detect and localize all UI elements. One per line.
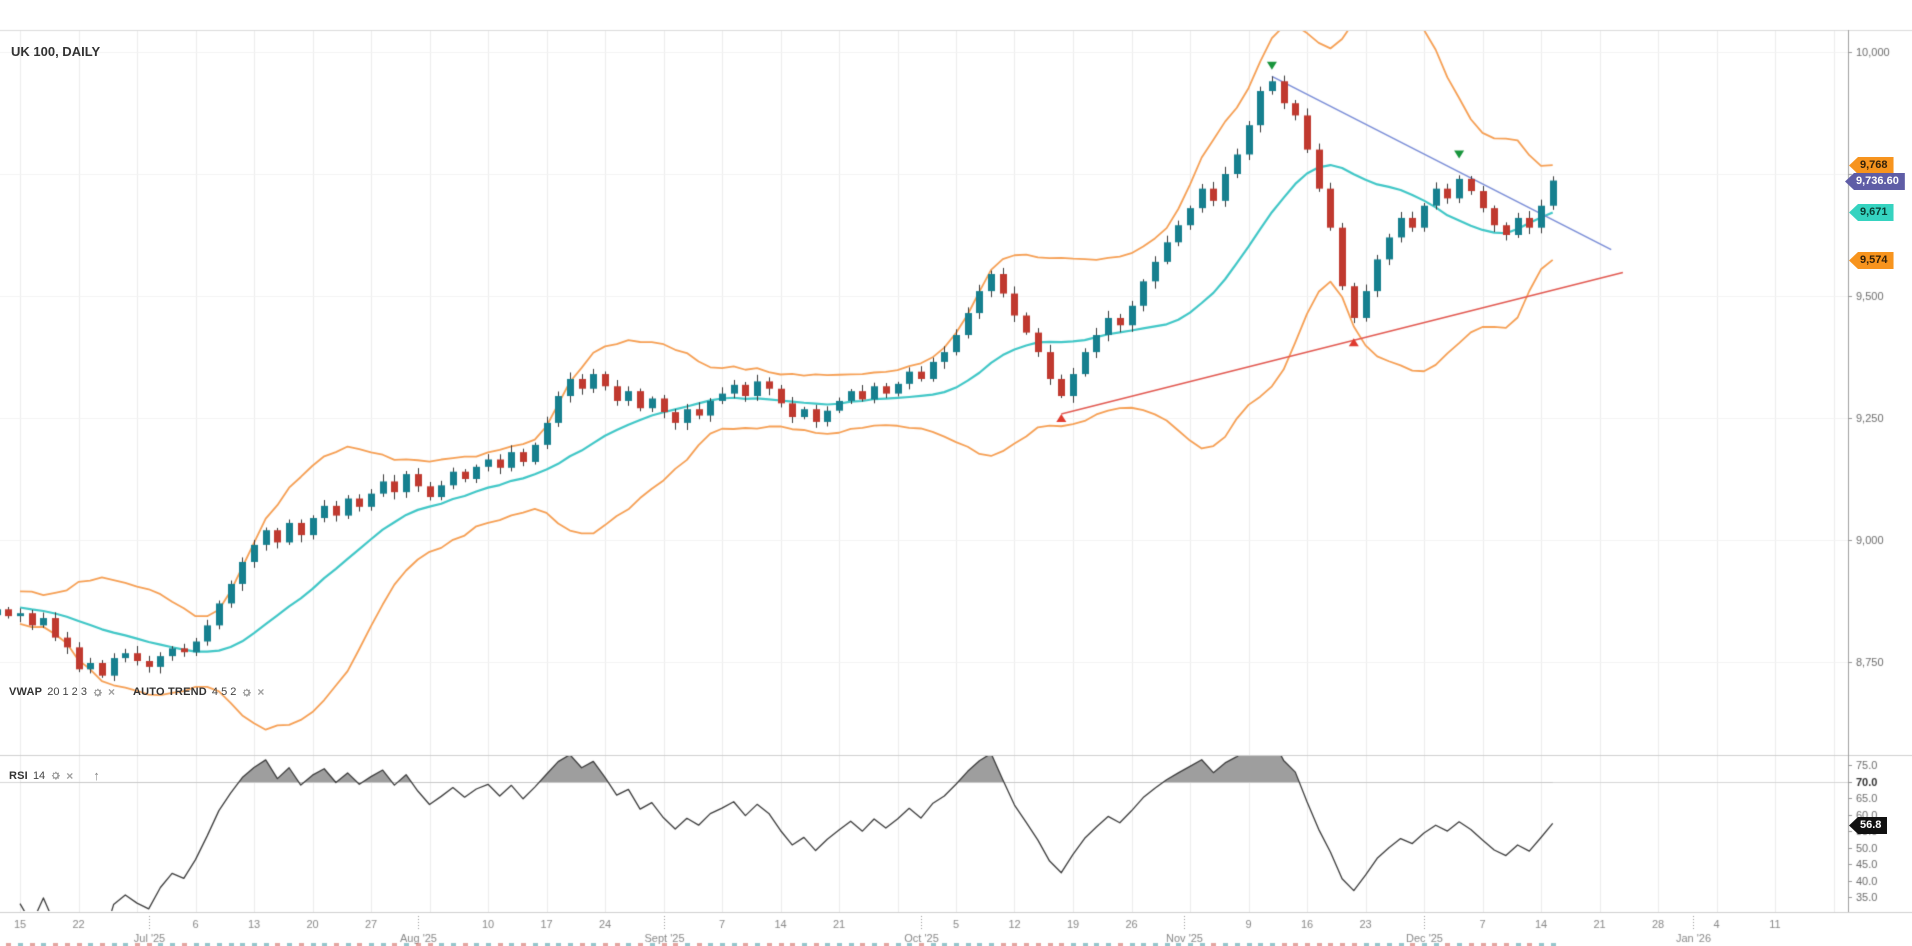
auto-trend-indicator-name: AUTO TREND <box>132 686 207 698</box>
rsi-indicator-legend: RSI 14 × ↑ <box>9 768 100 783</box>
lower-band-price-badge: 9,574 <box>1849 252 1894 269</box>
close-icon[interactable]: × <box>257 685 265 699</box>
expand-panel-icon[interactable]: ↑ <box>93 768 100 783</box>
chart-symbol-title: UK 100, DAILY <box>11 44 101 59</box>
close-icon[interactable]: × <box>66 768 74 783</box>
last-price-badge: 9,736.60 <box>1845 173 1905 190</box>
vwap-indicator-legend: VWAP 20 1 2 3 × AUTO TREND 4 5 2 × <box>9 685 264 699</box>
upper-band-price-badge: 9,768 <box>1849 157 1894 174</box>
vwap-indicator-name: VWAP <box>9 686 43 698</box>
vwap-indicator-params: 20 1 2 3 <box>47 686 87 698</box>
auto-trend-indicator-params: 4 5 2 <box>211 686 237 698</box>
gear-icon[interactable] <box>241 687 252 698</box>
rsi-indicator-params: 14 <box>32 769 46 782</box>
gear-icon[interactable] <box>50 770 61 781</box>
rsi-indicator-name: RSI <box>9 769 28 782</box>
vwap-price-badge: 9,671 <box>1849 204 1894 221</box>
gear-icon[interactable] <box>92 687 103 698</box>
close-icon[interactable]: × <box>107 685 115 699</box>
rsi-value-badge: 56.8 <box>1849 817 1888 834</box>
